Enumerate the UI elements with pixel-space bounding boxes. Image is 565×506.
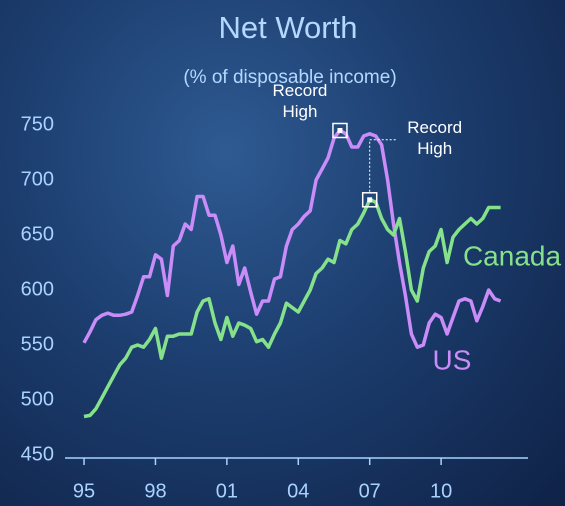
annotation-box	[332, 122, 348, 139]
y-tick-label: 750	[21, 113, 54, 135]
series-line	[83, 198, 501, 419]
x-tick-label: 07	[359, 480, 381, 502]
annotation-text: Record High	[272, 80, 328, 121]
x-tick-label: 98	[144, 480, 166, 502]
x-tick-label: 04	[287, 480, 309, 502]
annotation-dot	[337, 128, 343, 133]
series-label: US	[433, 344, 472, 375]
annotation-dot	[367, 197, 373, 203]
y-tick-label: 600	[21, 278, 54, 300]
annotation-leader	[369, 139, 398, 192]
series-line	[82, 128, 502, 349]
y-tick-label: 550	[21, 333, 54, 355]
annotation-box	[361, 192, 378, 208]
y-tick-label: 700	[21, 168, 54, 190]
y-tick-label: 450	[21, 443, 54, 465]
y-tick-label: 650	[21, 223, 54, 245]
x-tick-label: 01	[216, 480, 238, 502]
series-label: Canada	[463, 240, 562, 271]
annotation-text: Record High	[407, 117, 463, 158]
x-tick-label: 95	[73, 480, 95, 502]
chart-title: Net Worth	[219, 10, 358, 45]
x-tick-label: 10	[430, 480, 452, 502]
chart-subtitle: (% of disposable income)	[183, 67, 396, 88]
y-tick-label: 500	[21, 388, 54, 410]
